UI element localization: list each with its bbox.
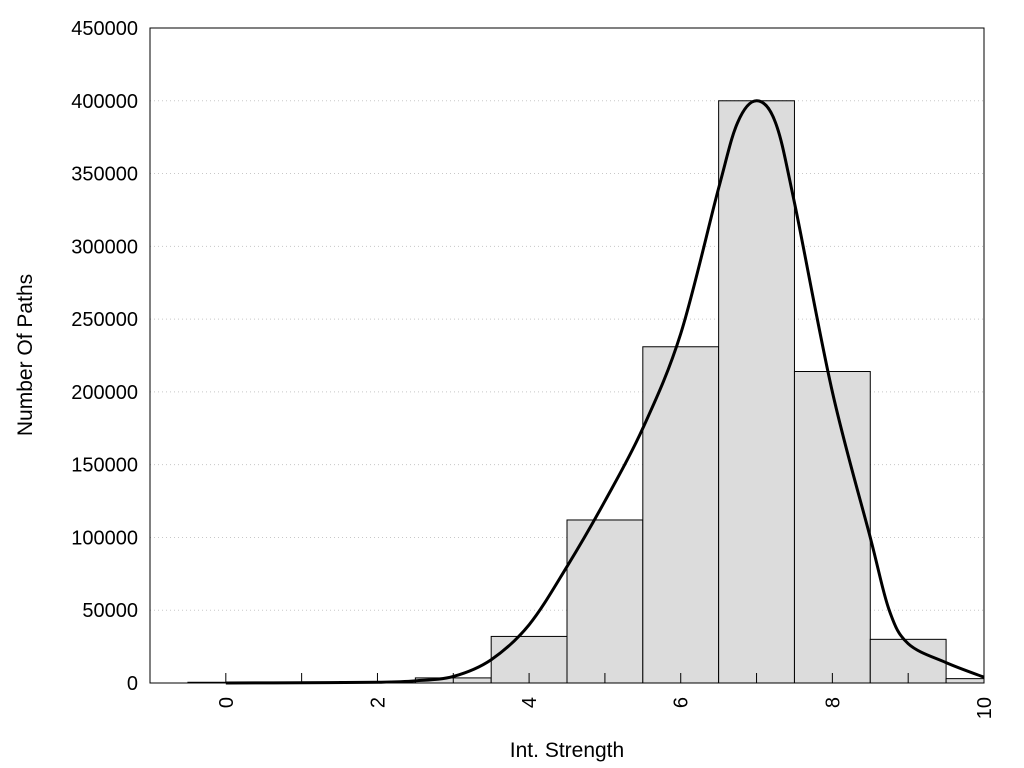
x-tick-label-0: 0 [216, 697, 238, 708]
bar-7 [718, 100, 795, 684]
bar-5 [566, 519, 644, 684]
plot-frame [149, 27, 985, 684]
bar-10 [945, 678, 985, 684]
y-tick-label-1: 50000 [82, 600, 138, 622]
x-tick-label-4: 8 [822, 697, 844, 708]
density-curve-layer [225, 99, 985, 685]
y-tick-label-7: 350000 [71, 164, 138, 186]
x-tick-label-5: 10 [974, 697, 996, 719]
density-curve [225, 99, 985, 685]
x-tick-label-1: 2 [367, 697, 389, 708]
y-tick-label-4: 200000 [71, 382, 138, 404]
y-tick-label-8: 400000 [71, 91, 138, 113]
y-tick-label-5: 250000 [71, 309, 138, 331]
bar-8 [793, 371, 871, 684]
x-tick-label-3: 6 [671, 697, 693, 708]
bar-6 [642, 346, 720, 684]
x-tick-label-2: 4 [519, 697, 541, 708]
y-tick-label-0: 0 [127, 673, 138, 695]
y-axis-label: Number Of Paths [14, 274, 37, 436]
bars [187, 100, 985, 684]
x-axis-ticks: 0 2 4 6 8 10 [216, 673, 996, 719]
y-tick-label-3: 150000 [71, 455, 138, 477]
y-axis-ticks: 0 50000 100000 150000 200000 250000 300000 3500… [71, 18, 138, 695]
y-tick-label-9: 450000 [71, 18, 138, 40]
plot-border [149, 27, 985, 684]
y-tick-label-6: 300000 [71, 236, 138, 258]
x-axis-label: Int. Strength [510, 739, 624, 762]
y-tick-label-2: 100000 [71, 527, 138, 549]
